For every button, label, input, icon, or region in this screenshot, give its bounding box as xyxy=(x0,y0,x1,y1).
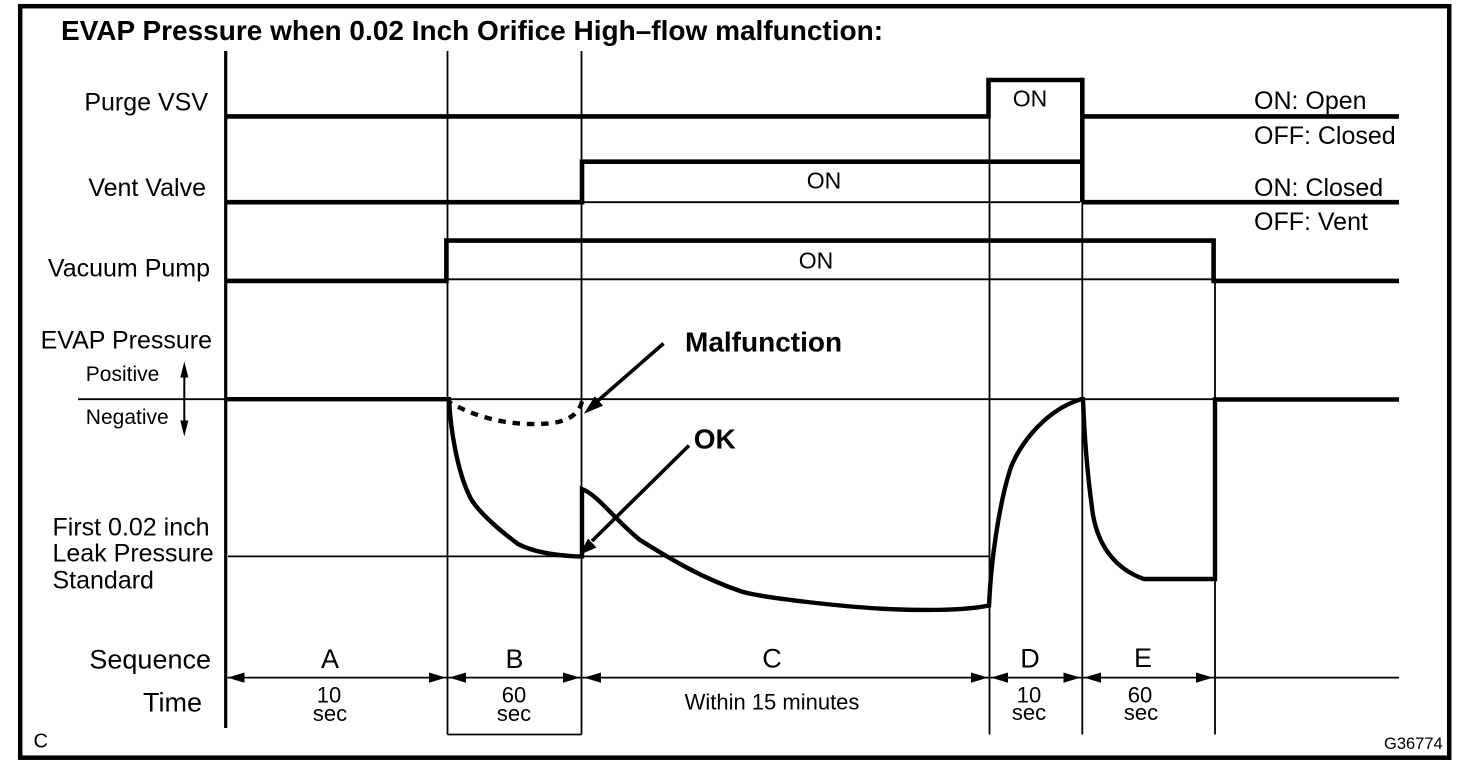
svg-text:G36774: G36774 xyxy=(1384,735,1443,753)
svg-text:60: 60 xyxy=(502,683,526,708)
svg-text:A: A xyxy=(321,644,339,674)
svg-text:sec: sec xyxy=(497,701,531,726)
svg-text:Positive: Positive xyxy=(86,363,160,386)
svg-text:10: 10 xyxy=(317,683,341,708)
svg-text:Malfunction: Malfunction xyxy=(685,327,842,358)
svg-text:Sequence: Sequence xyxy=(89,645,211,675)
svg-text:First 0.02 inch: First 0.02 inch xyxy=(53,513,210,541)
svg-text:C: C xyxy=(762,644,782,674)
svg-text:ON: ON xyxy=(807,168,842,194)
svg-text:ON: Open: ON: Open xyxy=(1254,87,1367,115)
svg-text:E: E xyxy=(1134,643,1152,673)
svg-text:EVAP Pressure when 0.02 Inch O: EVAP Pressure when 0.02 Inch Orifice Hig… xyxy=(61,15,883,46)
svg-text:sec: sec xyxy=(1012,700,1046,725)
svg-text:10: 10 xyxy=(1017,683,1041,708)
svg-text:OFF: Vent: OFF: Vent xyxy=(1254,208,1368,236)
svg-text:Leak Pressure: Leak Pressure xyxy=(53,540,214,568)
svg-text:D: D xyxy=(1020,644,1040,674)
svg-text:Negative: Negative xyxy=(86,406,169,429)
svg-text:Vent Valve: Vent Valve xyxy=(88,174,206,202)
svg-text:Vacuum Pump: Vacuum Pump xyxy=(48,255,210,283)
svg-text:C: C xyxy=(34,731,48,753)
svg-text:Purge VSV: Purge VSV xyxy=(84,88,208,116)
svg-text:OFF: Closed: OFF: Closed xyxy=(1254,122,1396,150)
svg-text:ON: ON xyxy=(799,248,834,274)
svg-text:OK: OK xyxy=(694,423,736,454)
svg-text:ON: Closed: ON: Closed xyxy=(1254,174,1383,202)
svg-text:Within 15 minutes: Within 15 minutes xyxy=(685,690,860,715)
svg-text:sec: sec xyxy=(313,701,347,726)
svg-text:Standard: Standard xyxy=(53,567,154,595)
svg-text:B: B xyxy=(505,644,523,674)
svg-text:60: 60 xyxy=(1128,683,1152,708)
svg-text:EVAP Pressure: EVAP Pressure xyxy=(41,326,212,354)
svg-text:Time: Time xyxy=(143,688,202,718)
svg-text:sec: sec xyxy=(1124,700,1158,725)
svg-text:ON: ON xyxy=(1013,86,1048,112)
